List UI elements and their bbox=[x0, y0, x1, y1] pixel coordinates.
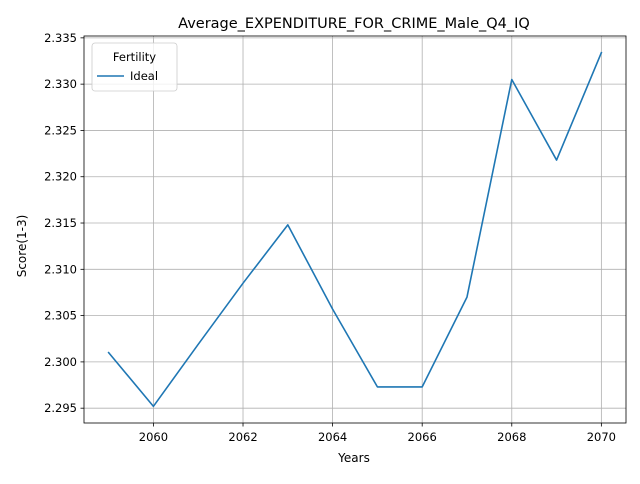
x-tick-label: 2068 bbox=[497, 430, 526, 444]
y-axis-label: Score(1-3) bbox=[15, 215, 29, 278]
chart-title: Average_EXPENDITURE_FOR_CRIME_Male_Q4_IQ bbox=[178, 16, 530, 32]
x-tick-label: 2066 bbox=[408, 430, 437, 444]
y-tick-label: 2.300 bbox=[44, 355, 77, 369]
data-point bbox=[376, 386, 378, 388]
data-point bbox=[152, 405, 154, 407]
y-tick-label: 2.310 bbox=[44, 262, 77, 276]
x-tick-label: 2062 bbox=[228, 430, 257, 444]
x-axis-label: Years bbox=[337, 451, 370, 465]
data-point bbox=[466, 296, 468, 298]
data-point bbox=[197, 343, 199, 345]
data-point bbox=[107, 351, 109, 353]
y-tick-label: 2.315 bbox=[44, 216, 77, 230]
data-point bbox=[511, 78, 513, 80]
x-tick-label: 2060 bbox=[139, 430, 168, 444]
legend-label: Ideal bbox=[130, 69, 158, 83]
data-point bbox=[421, 386, 423, 388]
x-tick-label: 2070 bbox=[587, 430, 616, 444]
y-tick-label: 2.320 bbox=[44, 170, 77, 184]
data-point bbox=[555, 159, 557, 161]
legend: Fertility Ideal bbox=[91, 42, 178, 92]
plot-frame bbox=[83, 35, 627, 424]
y-tick-label: 2.325 bbox=[44, 123, 77, 137]
grid bbox=[84, 36, 626, 423]
x-tick-label: 2064 bbox=[318, 430, 347, 444]
data-point bbox=[287, 224, 289, 226]
legend-title: Fertility bbox=[113, 50, 156, 64]
y-tick-label: 2.335 bbox=[44, 31, 77, 45]
y-tick-label: 2.295 bbox=[44, 401, 77, 415]
axes: 2060 2062 2064 2066 2068 2070 2.295 2.300 2.305 2… bbox=[44, 31, 627, 444]
y-tick-label: 2.330 bbox=[44, 77, 77, 91]
data-point bbox=[242, 282, 244, 284]
data-point bbox=[331, 308, 333, 310]
data-point bbox=[600, 51, 602, 53]
y-tick-label: 2.305 bbox=[44, 309, 77, 323]
series-line-ideal bbox=[107, 51, 603, 408]
legend-box bbox=[91, 42, 178, 92]
series-layer bbox=[107, 51, 603, 408]
